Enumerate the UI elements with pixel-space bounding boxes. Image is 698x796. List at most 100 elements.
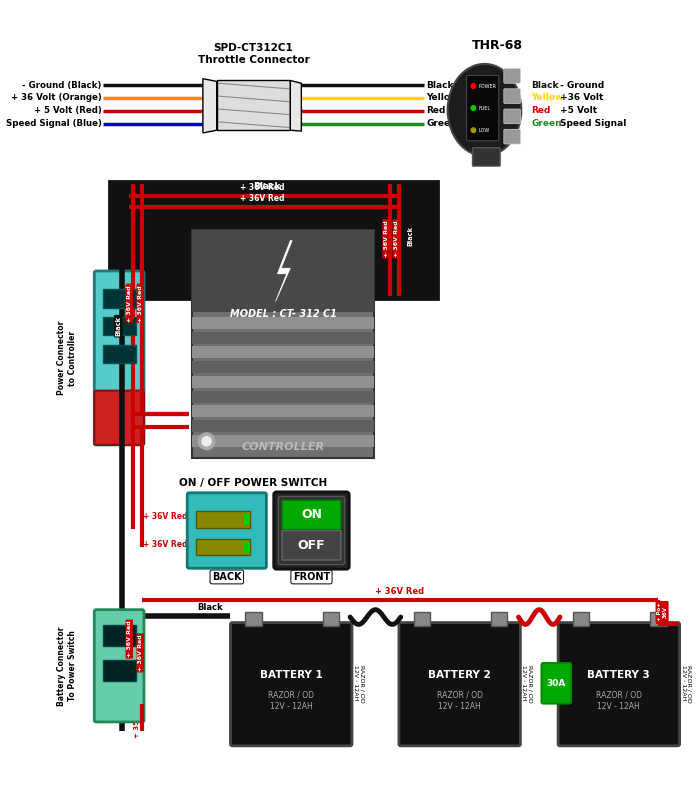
Bar: [192, 361, 374, 373]
Text: Yellow: Yellow: [531, 93, 564, 103]
Text: + 5 Volt (Red): + 5 Volt (Red): [34, 107, 102, 115]
FancyBboxPatch shape: [504, 109, 521, 123]
Text: BATTERY 3: BATTERY 3: [588, 670, 651, 680]
Text: - Ground: - Ground: [560, 80, 604, 90]
FancyBboxPatch shape: [279, 497, 345, 564]
Bar: [192, 376, 374, 388]
Text: + 36V Red: + 36V Red: [127, 621, 132, 657]
Text: + 35V Red: + 35V Red: [134, 696, 140, 738]
Text: Black: Black: [531, 80, 559, 90]
Text: Green: Green: [426, 119, 457, 128]
FancyBboxPatch shape: [94, 271, 144, 445]
Text: SPD-CT312C1
Throttle Connector: SPD-CT312C1 Throttle Connector: [198, 43, 309, 65]
Text: Red: Red: [531, 107, 551, 115]
Bar: [192, 435, 374, 447]
Bar: [192, 317, 374, 329]
Text: FUEL: FUEL: [478, 106, 490, 111]
Text: RAZOR / OD
12V - 12AH: RAZOR / OD 12V - 12AH: [353, 665, 364, 703]
Circle shape: [471, 128, 476, 132]
Bar: [103, 290, 135, 308]
Text: RAZOR / OD
12V - 12AH: RAZOR / OD 12V - 12AH: [681, 665, 692, 703]
Bar: [192, 405, 374, 417]
Text: OFF: OFF: [297, 539, 325, 552]
Text: +36 Volt: +36 Volt: [560, 93, 603, 103]
Bar: [322, 611, 339, 626]
Bar: [216, 80, 290, 131]
FancyBboxPatch shape: [94, 391, 144, 445]
Text: BATTERY 1: BATTERY 1: [260, 670, 322, 680]
Text: 30A: 30A: [547, 679, 566, 688]
Text: + 36V Red: + 36V Red: [394, 220, 399, 257]
Bar: [192, 420, 374, 432]
Circle shape: [471, 106, 476, 111]
FancyBboxPatch shape: [504, 89, 521, 103]
FancyBboxPatch shape: [504, 68, 521, 84]
Bar: [192, 229, 374, 312]
Bar: [103, 317, 135, 335]
Text: FRONT: FRONT: [293, 572, 330, 582]
Text: + 36V Red: + 36V Red: [383, 220, 389, 257]
Text: + 36 Volt (Orange): + 36 Volt (Orange): [11, 93, 102, 103]
Polygon shape: [203, 79, 216, 133]
Text: MODEL : CT- 312 C1: MODEL : CT- 312 C1: [230, 310, 336, 319]
Text: Black: Black: [426, 80, 454, 90]
Text: + 36V Red: + 36V Red: [240, 194, 285, 203]
Circle shape: [198, 433, 215, 450]
Bar: [103, 345, 135, 363]
Bar: [103, 626, 135, 646]
Text: BACK: BACK: [212, 572, 242, 582]
Text: - Ground (Black): - Ground (Black): [22, 80, 102, 90]
Bar: [244, 514, 250, 525]
Text: Black: Black: [198, 603, 223, 612]
FancyBboxPatch shape: [94, 610, 144, 722]
Text: CONTROLLER: CONTROLLER: [242, 442, 325, 452]
Circle shape: [471, 84, 476, 88]
Text: Black: Black: [115, 316, 121, 336]
Bar: [650, 611, 667, 626]
Bar: [196, 511, 250, 528]
Text: Red: Red: [426, 107, 446, 115]
Text: RAZOR / OD
12V - 12AH: RAZOR / OD 12V - 12AH: [596, 690, 642, 711]
Text: THR-68: THR-68: [472, 39, 523, 52]
Text: ON: ON: [301, 509, 322, 521]
Text: + 36V Red: + 36V Red: [138, 285, 143, 322]
FancyBboxPatch shape: [187, 493, 267, 568]
Text: + 36V Red: + 36V Red: [138, 634, 143, 671]
FancyBboxPatch shape: [282, 530, 341, 560]
Text: + 36V Red: + 36V Red: [142, 512, 187, 521]
Text: + 36V Red: + 36V Red: [142, 540, 187, 548]
Text: BATTERY 2: BATTERY 2: [429, 670, 491, 680]
FancyBboxPatch shape: [466, 76, 499, 141]
FancyBboxPatch shape: [473, 148, 500, 166]
Polygon shape: [290, 80, 302, 131]
Text: Power Connector
to Controller: Power Connector to Controller: [57, 321, 77, 395]
FancyBboxPatch shape: [558, 622, 680, 746]
Text: + 36V Red: + 36V Red: [240, 183, 285, 192]
Text: Speed Signal (Blue): Speed Signal (Blue): [6, 119, 102, 128]
Text: Black: Black: [253, 181, 281, 191]
Text: POWER: POWER: [478, 84, 496, 88]
FancyBboxPatch shape: [282, 500, 341, 529]
Bar: [414, 611, 430, 626]
Text: + 36V Red: + 36V Red: [127, 285, 132, 322]
Text: ON / OFF POWER SWITCH: ON / OFF POWER SWITCH: [179, 478, 327, 488]
Text: Speed Signal: Speed Signal: [560, 119, 626, 128]
Ellipse shape: [447, 64, 521, 156]
Text: LOW: LOW: [478, 127, 489, 133]
Bar: [244, 541, 250, 552]
Text: RAZOR / OD
12V - 12AH: RAZOR / OD 12V - 12AH: [268, 690, 314, 711]
FancyBboxPatch shape: [504, 129, 521, 144]
Bar: [192, 229, 374, 458]
Text: RAZOR / OD
12V - 12AH: RAZOR / OD 12V - 12AH: [437, 690, 482, 711]
Text: Battery Connector
To Power Switch: Battery Connector To Power Switch: [57, 626, 77, 705]
FancyBboxPatch shape: [542, 663, 571, 704]
Bar: [491, 611, 507, 626]
Bar: [192, 391, 374, 403]
Circle shape: [202, 437, 211, 446]
Text: + Po+
36V: + Po+ 36V: [657, 602, 667, 621]
Text: RAZOR / OD
12V - 12AH: RAZOR / OD 12V - 12AH: [521, 665, 533, 703]
Text: Yellow: Yellow: [426, 93, 459, 103]
Bar: [196, 539, 250, 556]
Text: + 36V Red: + 36V Red: [376, 587, 424, 596]
FancyBboxPatch shape: [399, 622, 521, 746]
